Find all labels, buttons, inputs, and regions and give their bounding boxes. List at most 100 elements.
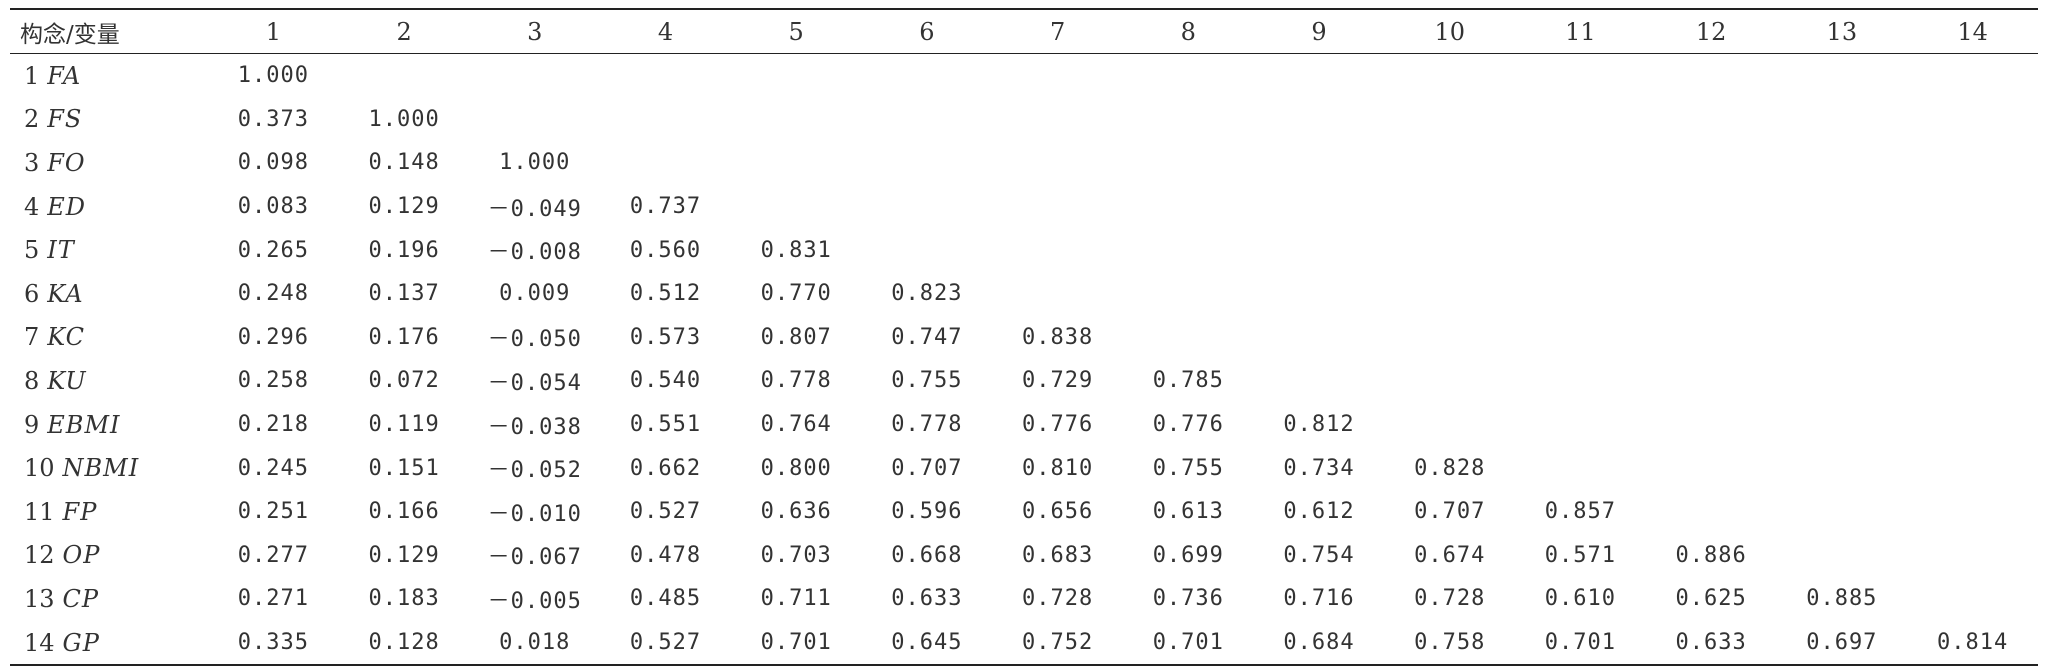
- table-cell: [1515, 141, 1646, 185]
- table-cell: 0.703: [760, 542, 832, 568]
- table-cell: [1384, 54, 1515, 98]
- table-cell: 0.885: [1806, 586, 1878, 612]
- table-cell: [1907, 98, 2038, 142]
- row-variable-abbreviation: FO: [47, 148, 86, 177]
- table-cell: 0.540: [629, 368, 702, 394]
- table-cell: [1776, 534, 1907, 578]
- table-cell: 0.633: [891, 586, 963, 612]
- row-number: 6: [24, 279, 40, 308]
- table-cell: 0.633: [1675, 630, 1747, 656]
- table-cell: [1776, 446, 1907, 490]
- table-cell: [1907, 359, 2038, 403]
- table-cell: [731, 185, 862, 229]
- table-cell: 0.697: [1806, 630, 1878, 656]
- table-cell: [1907, 141, 2038, 185]
- table-cell: [731, 54, 862, 98]
- row-label: 1 FA: [10, 54, 208, 98]
- table-cell: [1254, 359, 1385, 403]
- row-number: 11: [24, 497, 55, 526]
- row-label: 2 FS: [10, 98, 208, 142]
- header-construct-variable: 构念/变量: [20, 21, 120, 48]
- table-cell: 0.612: [1283, 499, 1355, 525]
- table-row: 12 OP 0.277 0.129 －0.067 0.478 0.703 0.668 0.683…: [10, 534, 2038, 578]
- table-cell: [1384, 403, 1515, 447]
- table-row: 4 ED 0.083 0.129 －0.049 0.737: [10, 185, 2038, 229]
- row-label: 11 FP: [10, 490, 208, 534]
- table-cell: 0.512: [629, 281, 702, 307]
- row-variable-abbreviation: KC: [47, 323, 85, 352]
- table-cell: 0.196: [368, 237, 440, 263]
- table-cell: 0.478: [629, 542, 702, 568]
- table-cell: [1907, 54, 2038, 98]
- table-cell: 0.296: [237, 324, 309, 350]
- table-cell: 0.737: [629, 194, 702, 220]
- table-row: 5 IT 0.265 0.196 －0.008 0.560 0.831: [10, 228, 2038, 272]
- table-cell: [1123, 141, 1254, 185]
- row-variable-abbreviation: KU: [47, 366, 87, 395]
- table-cell: －0.010: [487, 501, 582, 527]
- table-cell: [1384, 185, 1515, 229]
- table-cell: 0.814: [1936, 630, 2009, 656]
- row-number: 12: [24, 541, 55, 570]
- table-cell: [1646, 446, 1777, 490]
- table-cell: [862, 228, 993, 272]
- table-cell: [1384, 359, 1515, 403]
- row-label: 3 FO: [10, 141, 208, 185]
- table-cell: 1.000: [368, 106, 440, 132]
- table-cell: 0.758: [1414, 630, 1486, 656]
- table-cell: [1776, 490, 1907, 534]
- table-cell: [1646, 316, 1777, 360]
- table-row: 1 FA 1.000: [10, 54, 2038, 98]
- table-cell: 0.573: [629, 324, 702, 350]
- table-cell: [862, 185, 993, 229]
- table-cell: [1123, 228, 1254, 272]
- row-label: 4 ED: [10, 185, 208, 229]
- table-cell: 0.129: [368, 542, 440, 568]
- table-cell: [1384, 316, 1515, 360]
- column-header: 7: [1049, 17, 1066, 46]
- table-cell: [469, 54, 600, 98]
- table-cell: [1515, 185, 1646, 229]
- table-cell: [469, 98, 600, 142]
- table-cell: [1254, 98, 1385, 142]
- row-variable-abbreviation: NBMI: [62, 454, 140, 483]
- table-cell: [1254, 185, 1385, 229]
- table-cell: [1515, 228, 1646, 272]
- table-row: 11 FP 0.251 0.166 －0.010 0.527 0.636 0.596 0.656…: [10, 490, 2038, 534]
- table-cell: －0.038: [487, 414, 582, 440]
- table-cell: 0.128: [368, 630, 440, 656]
- header-row: 构念/变量 1 2 3 4 5 6 7 8 9 10 11 12 13 14: [10, 9, 2038, 54]
- table-cell: [1776, 185, 1907, 229]
- table-cell: [1515, 272, 1646, 316]
- column-header: 14: [1957, 17, 1988, 46]
- row-number: 9: [24, 410, 40, 439]
- table-cell: 0.251: [237, 499, 309, 525]
- row-number: 4: [24, 192, 40, 221]
- table-cell: 0.807: [760, 324, 832, 350]
- row-number: 8: [24, 366, 40, 395]
- table-cell: 0.373: [237, 106, 309, 132]
- column-header: 5: [788, 17, 804, 46]
- table-cell: [862, 98, 993, 142]
- table-cell: [1907, 185, 2038, 229]
- row-variable-abbreviation: EBMI: [47, 410, 121, 439]
- table-cell: [339, 54, 470, 98]
- table-cell: 0.778: [760, 368, 832, 394]
- table-cell: [1254, 228, 1385, 272]
- row-variable-abbreviation: IT: [47, 236, 75, 265]
- table-cell: 0.551: [629, 412, 702, 438]
- row-label: 5 IT: [10, 228, 208, 272]
- table-cell: [1776, 316, 1907, 360]
- table-cell: 0.098: [237, 150, 309, 176]
- table-cell: [1254, 141, 1385, 185]
- table-cell: 0.736: [1152, 586, 1224, 612]
- table-cell: －0.067: [487, 545, 582, 571]
- table-cell: 0.009: [499, 281, 571, 307]
- table-cell: [1646, 98, 1777, 142]
- table-cell: [1384, 98, 1515, 142]
- table-cell: [862, 54, 993, 98]
- table-cell: [1515, 359, 1646, 403]
- table-cell: 0.699: [1152, 542, 1224, 568]
- table-cell: －0.054: [487, 370, 582, 396]
- row-variable-abbreviation: FP: [62, 497, 98, 526]
